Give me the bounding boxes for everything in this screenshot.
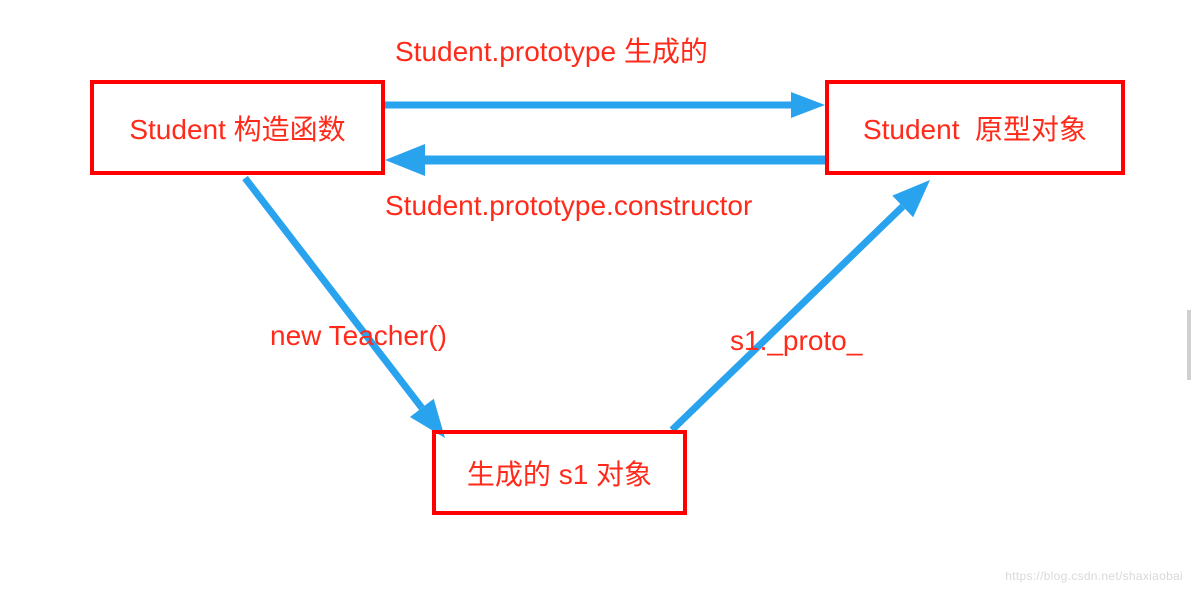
prototype-node: Student 原型对象 <box>825 80 1125 175</box>
edge-label-prototype-generate: Student.prototype 生成的 <box>395 30 708 70</box>
edge-label-prototype-constructor: Student.prototype.constructor <box>385 190 752 222</box>
constructor-node-label: Student 构造函数 <box>129 108 345 148</box>
edge-label-new-teacher: new Teacher() <box>270 320 447 352</box>
instance-node: 生成的 s1 对象 <box>432 430 687 515</box>
prototype-node-label: Student 原型对象 <box>863 108 1087 148</box>
instance-node-label: 生成的 s1 对象 <box>467 453 652 493</box>
edge-label-s1-proto: s1._proto_ <box>730 325 862 357</box>
constructor-node: Student 构造函数 <box>90 80 385 175</box>
scrollbar-fragment <box>1187 310 1191 380</box>
watermark-text: https://blog.csdn.net/shaxiaobai <box>1005 569 1183 583</box>
